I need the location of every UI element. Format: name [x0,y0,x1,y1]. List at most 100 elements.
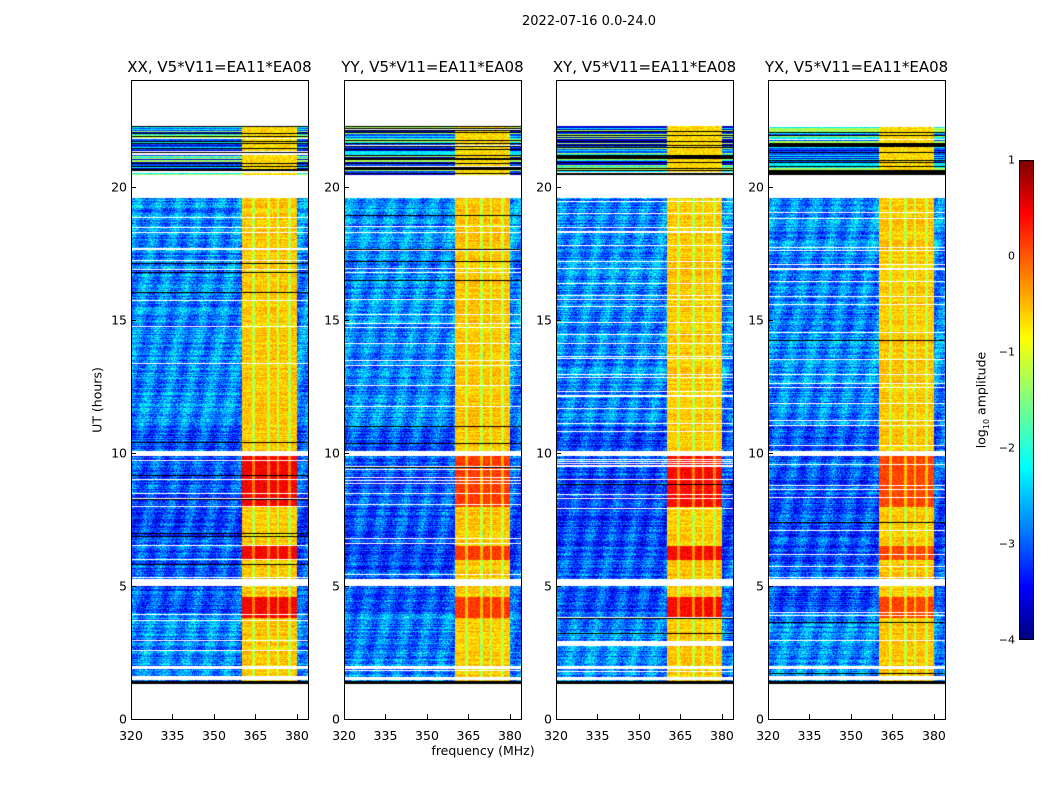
y-tick-label: 15 [324,312,340,328]
spectrogram-heatmap [556,80,733,719]
panel-1: YY, V5*V11=EA11*EA08 320 335 350 365 380 0 5 10 1… [324,58,524,743]
x-tick-label: 365 [456,728,481,743]
x-tick-mark [172,714,174,719]
y-tick-mark [131,452,136,454]
x-tick-mark [296,714,298,719]
colorbar-tick-label: −3 [998,537,1015,551]
x-tick-mark [892,714,894,719]
x-tick-label: 365 [243,728,268,743]
colorbar-tick-label: −1 [998,345,1015,359]
y-tick-label: 20 [748,179,764,194]
panel-2: XY, V5*V11=EA11*EA08 320 335 350 365 380 0 5 10 1… [536,58,736,743]
y-tick-label: 10 [536,445,552,461]
x-tick-label: 335 [373,728,398,743]
y-tick-mark [344,319,349,321]
x-tick-label: 335 [585,728,610,743]
x-tick-mark [768,714,769,719]
colorbar-tick-label: −4 [998,633,1015,647]
panel-title: XX, V5*V11=EA11*EA08 [127,58,312,76]
panel-3: YX, V5*V11=EA11*EA08 320 335 350 365 380 0 5 10 1… [748,58,948,743]
y-tick-label: 0 [332,711,340,727]
x-tick-mark [213,714,215,719]
x-tick-mark [680,714,682,719]
y-tick-mark [131,186,136,188]
y-tick-label: 15 [536,312,552,328]
spectrogram-heatmap [344,80,521,719]
y-tick-mark [556,719,561,720]
x-tick-label: 350 [627,728,651,743]
y-tick-label: 5 [756,578,764,594]
x-tick-label: 350 [839,728,863,743]
x-tick-label: 380 [710,728,734,743]
y-tick-label: 20 [324,179,340,194]
y-tick-label: 20 [536,179,552,194]
y-tick-mark [344,585,349,587]
y-tick-label: 0 [544,711,552,727]
colorbar-label: log10 amplitude [973,351,991,449]
y-tick-label: 5 [544,578,552,594]
y-tick-mark [768,452,773,454]
x-tick-label: 320 [756,728,780,743]
y-tick-label: 15 [748,312,764,328]
x-tick-label: 320 [544,728,568,743]
x-tick-mark [638,714,640,719]
x-tick-mark [933,714,935,719]
x-tick-mark [255,714,257,719]
x-tick-mark [850,714,852,719]
x-tick-label: 380 [498,728,522,743]
x-tick-label: 320 [119,728,143,743]
x-tick-mark [385,714,387,719]
y-tick-label: 20 [111,179,127,194]
y-tick-mark [131,585,136,587]
x-tick-mark [131,714,132,719]
y-tick-label: 5 [332,578,340,594]
panel-title: XY, V5*V11=EA11*EA08 [552,58,737,76]
x-tick-label: 335 [797,728,822,743]
x-tick-label: 365 [668,728,693,743]
x-tick-mark [556,714,557,719]
y-axis-label: UT (hours) [89,367,105,433]
y-tick-mark [344,186,349,188]
y-tick-mark [768,719,773,720]
y-tick-mark [556,585,561,587]
panel-title: YX, V5*V11=EA11*EA08 [764,58,949,76]
y-tick-mark [768,585,773,587]
x-tick-label: 380 [922,728,946,743]
x-tick-label: 380 [285,728,309,743]
spectrogram-heatmap [768,80,945,719]
y-tick-mark [556,319,561,321]
y-tick-label: 5 [119,578,127,594]
y-tick-mark [556,452,561,454]
x-tick-mark [721,714,723,719]
x-tick-label: 365 [880,728,905,743]
spectrogram-heatmap [131,80,308,719]
panel-0: XX, V5*V11=EA11*EA08 320 335 350 365 380 0 5 10 1… [111,58,312,743]
y-tick-mark [556,186,561,188]
y-tick-label: 0 [119,711,127,727]
panel-title: YY, V5*V11=EA11*EA08 [341,58,524,76]
y-tick-label: 10 [111,445,127,461]
y-tick-mark [768,186,773,188]
x-tick-label: 335 [160,728,185,743]
x-tick-mark [509,714,511,719]
colorbar-tick-label: 1 [1008,153,1015,167]
x-tick-mark [426,714,428,719]
x-tick-label: 350 [202,728,226,743]
colorbar-tick-label: −2 [998,441,1015,455]
x-axis-label: frequency (MHz) [431,743,535,758]
y-tick-label: 0 [756,711,764,727]
y-tick-mark [768,319,773,321]
x-tick-mark [809,714,811,719]
y-tick-mark [131,719,136,720]
x-tick-label: 350 [415,728,439,743]
colorbar [1019,160,1034,640]
x-tick-mark [468,714,470,719]
y-tick-mark [344,719,349,720]
y-tick-mark [131,319,136,321]
y-tick-mark [344,452,349,454]
y-tick-label: 15 [111,312,127,328]
colorbar-tick-label: 0 [1008,249,1015,263]
y-tick-label: 10 [748,445,764,461]
x-tick-label: 320 [332,728,356,743]
